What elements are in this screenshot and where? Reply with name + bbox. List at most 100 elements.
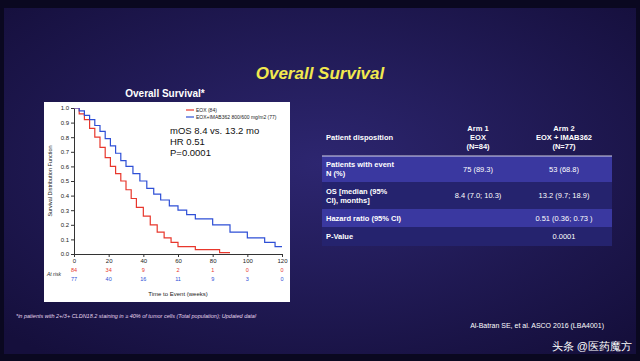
y-tick: 1.0 [61, 105, 74, 111]
table-cell: 75 (89.3) [463, 165, 494, 174]
at-risk-count: 0 [246, 267, 249, 273]
y-tick-mark [71, 239, 74, 240]
table: Patient dispositionArm 1EOX(N=84)Arm 2EO… [322, 124, 612, 246]
table-header-cell: OS [median (95% [326, 187, 388, 196]
citation: Al-Batran SE, et al. ASCO 2016 (LBA4001) [470, 322, 604, 330]
table-header-cell: EOX + IMAB362 [536, 133, 592, 142]
at-risk-label: At risk [46, 271, 61, 277]
table-header-cell: Hazard ratio (95% CI) [326, 214, 402, 223]
x-tick: 0 [73, 254, 77, 264]
watermark: 头条 @医药魔方 [552, 340, 632, 352]
y-axis-line [71, 109, 75, 255]
x-tick-mark [213, 254, 214, 257]
at-risk-count: 11 [175, 276, 181, 282]
y-tick: 0.0 [61, 251, 74, 257]
at-risk-count: 34 [106, 267, 112, 273]
y-tick: 0.9 [61, 120, 74, 126]
y-tick-mark [71, 210, 74, 211]
at-risk-count: 16 [140, 276, 146, 282]
x-tick-label: 0 [73, 258, 77, 264]
table-row-bg [322, 227, 612, 246]
annotation: P=0.0001 [170, 147, 211, 158]
table-rule [322, 156, 612, 157]
table-row-bg [322, 182, 612, 209]
screen [4, 8, 636, 354]
y-tick-label: 1.0 [61, 105, 70, 111]
y-tick: 0.6 [61, 164, 74, 170]
legend-swatch [186, 116, 194, 117]
annotation: HR 0.51 [170, 136, 205, 147]
y-tick-mark [71, 166, 74, 167]
table-header-cell: N (%) [326, 169, 346, 178]
at-risk-count: 2 [176, 267, 179, 273]
x-tick-label: 80 [210, 258, 217, 264]
y-tick-label: 0.3 [61, 208, 70, 214]
x-tick-label: 40 [140, 258, 147, 264]
x-tick: 100 [243, 254, 254, 264]
background [0, 0, 640, 361]
table-header-cell: EOX [470, 133, 486, 142]
y-tick-mark [71, 254, 74, 255]
table-header-cell: CI), months] [326, 196, 370, 205]
annotation: mOS 8.4 vs. 13.2 mo [170, 125, 259, 136]
survival-curve [74, 108, 282, 247]
x-tick: 40 [140, 254, 147, 264]
y-tick: 0.1 [61, 237, 74, 243]
x-tick-mark [282, 254, 283, 257]
at-risk-count: 9 [211, 276, 214, 282]
y-tick-mark [71, 108, 74, 109]
slide-title: Overall Survival [256, 64, 386, 83]
y-tick: 0.8 [61, 135, 74, 141]
y-tick-mark [71, 123, 74, 124]
y-tick-mark [71, 225, 74, 226]
at-risk-count: 84 [71, 267, 77, 273]
table-header-cell: Patient disposition [326, 133, 394, 142]
x-tick-mark [247, 254, 248, 257]
x-axis-title: Time to Event (weeks) [148, 291, 207, 297]
table-header-cell: (N=77) [552, 142, 576, 151]
table-row-bg [322, 156, 612, 182]
x-axis: 0 20 40 60 80 100 120 [73, 254, 288, 264]
y-tick-mark [71, 196, 74, 197]
table-header-cell: Arm 2 [553, 124, 574, 133]
x-tick: 60 [175, 254, 182, 264]
y-tick-mark [71, 181, 74, 182]
at-risk-count: 0 [280, 276, 283, 282]
x-axis-line [75, 255, 283, 258]
x-tick: 80 [210, 254, 217, 264]
chart-title: Overall Survival* [125, 88, 205, 99]
table-cell: 0.0001 [553, 232, 576, 241]
at-risk-count: 3 [246, 276, 249, 282]
x-tick-mark [74, 254, 75, 257]
at-risk-count: 40 [106, 276, 112, 282]
y-tick-label: 0.4 [61, 193, 70, 199]
y-tick-label: 0.6 [61, 164, 70, 170]
table-header-cell: P-Value [326, 232, 353, 241]
table-header-cell: Arm 1 [467, 124, 488, 133]
table-cell: 53 (68.8) [549, 165, 580, 174]
table-cell: 0.51 (0.36; 0.73 ) [535, 214, 593, 223]
y-tick-mark [71, 137, 74, 138]
y-axis-title: Survival Distribution Function [47, 145, 53, 216]
x-tick-mark [109, 254, 110, 257]
x-tick: 120 [277, 254, 288, 264]
y-tick-label: 0.8 [61, 135, 70, 141]
y-tick-label: 0.5 [61, 178, 70, 184]
x-tick-mark [178, 254, 179, 257]
chart-panel [44, 102, 290, 302]
y-tick-label: 0.0 [61, 251, 70, 257]
table-cell: 8.4 (7.0; 10.3) [455, 191, 502, 200]
y-tick-mark [71, 152, 74, 153]
x-tick: 20 [106, 254, 113, 264]
plot-area [74, 108, 282, 253]
y-tick: 0.5 [61, 178, 74, 184]
legend-label: EOX (84) [196, 107, 217, 113]
legend-swatch [186, 109, 194, 110]
at-risk-count: 77 [71, 276, 77, 282]
x-tick-mark [143, 254, 144, 257]
slide: Overall Survival Overall Survival* 0.0 0.1 0… [0, 0, 640, 361]
x-tick-label: 100 [243, 258, 254, 264]
table-header-cell: Patients with event [326, 160, 394, 169]
y-tick-label: 0.9 [61, 120, 70, 126]
x-tick-label: 20 [106, 258, 113, 264]
